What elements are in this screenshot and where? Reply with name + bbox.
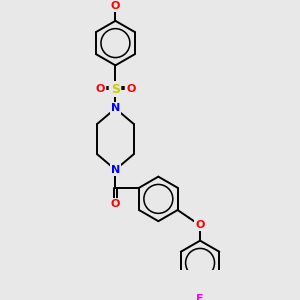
Text: N: N <box>111 165 120 175</box>
Text: O: O <box>126 84 135 94</box>
Text: S: S <box>111 82 120 95</box>
Text: O: O <box>195 220 205 230</box>
Text: O: O <box>111 1 120 10</box>
Text: N: N <box>111 103 120 113</box>
Text: F: F <box>196 294 204 300</box>
Text: O: O <box>111 200 120 209</box>
Text: O: O <box>95 84 105 94</box>
